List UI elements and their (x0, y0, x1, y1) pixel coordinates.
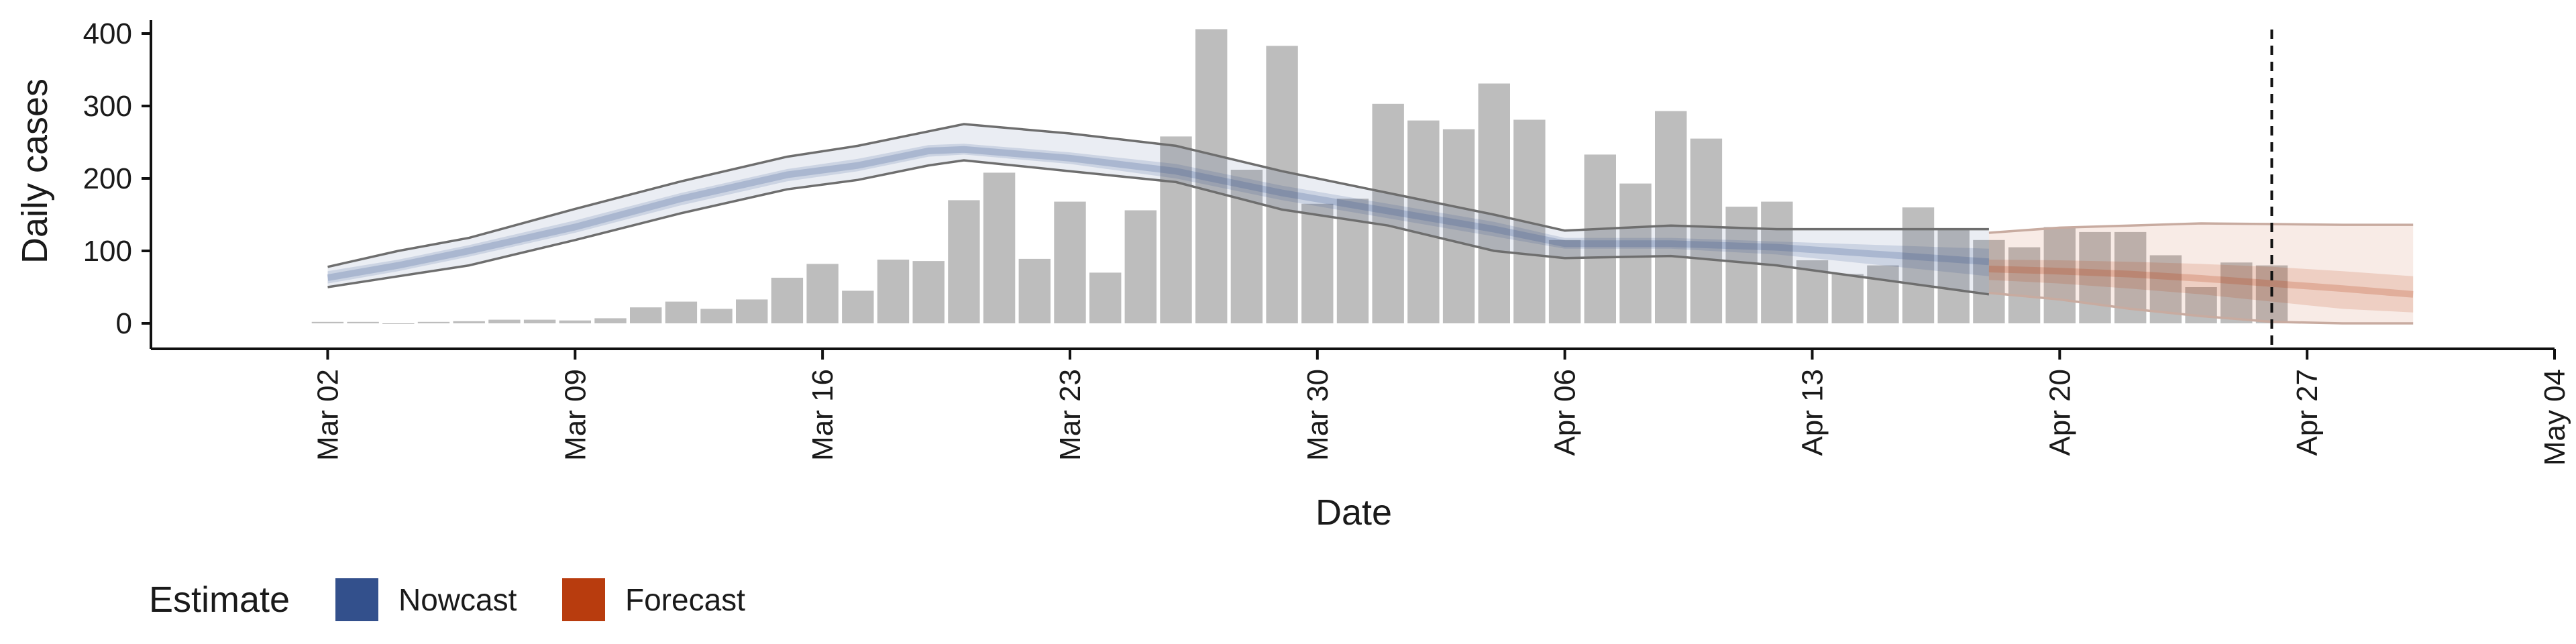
bar-2020-04-03 (1442, 129, 1475, 323)
bar-2020-03-29 (1266, 46, 1298, 324)
bar-2020-04-16 (1902, 207, 1935, 323)
x-tick-label-2020-03-16: Mar 16 (806, 369, 839, 461)
bar-2020-03-05 (417, 321, 450, 323)
legend-key-nowcast (335, 578, 378, 621)
x-tick-label-2020-04-27: Apr 27 (2291, 369, 2324, 456)
y-tick-label-100: 100 (83, 235, 132, 268)
bar-2020-03-18 (877, 260, 910, 323)
x-tick-label-2020-05-04: May 04 (2538, 369, 2571, 466)
bar-2020-04-19 (2008, 247, 2041, 323)
bar-2020-03-04 (382, 323, 415, 324)
legend: Estimate Nowcast Forecast (149, 578, 745, 621)
axes-layer: 0 100 200 300 400 Mar 02 Mar 09 Mar 16 Mar 23 Mar… (83, 17, 2571, 466)
bands-layer (327, 123, 2414, 325)
bar-2020-04-25 (2220, 262, 2253, 323)
bar-2020-03-23 (1054, 201, 1086, 323)
bar-2020-04-04 (1478, 83, 1510, 323)
y-axis-title: Daily cases (15, 78, 55, 264)
x-axis-title: Date (1316, 492, 1392, 533)
nowcast-upper-line (327, 123, 1989, 268)
bar-2020-04-12 (1761, 201, 1793, 323)
y-tick-label-200: 200 (83, 162, 132, 195)
bar-2020-03-19 (912, 261, 945, 323)
bar-2020-04-21 (2079, 231, 2111, 323)
y-tick-label-300: 300 (83, 90, 132, 123)
legend-label-forecast: Forecast (625, 582, 745, 617)
bar-2020-03-20 (948, 200, 980, 323)
forecast-median-line (1988, 266, 2414, 298)
bar-2020-03-10 (594, 318, 627, 323)
nowcast-median-line (327, 146, 1990, 281)
bar-2020-04-17 (1937, 229, 1970, 323)
bar-2020-04-08 (1619, 183, 1652, 323)
nowcast-inner-band (327, 144, 1989, 284)
forecast-lower-line (1988, 291, 2414, 325)
y-tick-label-0: 0 (116, 307, 132, 340)
bar-2020-04-20 (2043, 227, 2076, 323)
bar-2020-04-02 (1407, 120, 1440, 323)
bar-2020-04-01 (1372, 103, 1404, 324)
bar-2020-03-26 (1160, 136, 1192, 323)
forecast-upper-line (1988, 222, 2414, 234)
bar-2020-03-28 (1230, 170, 1263, 323)
legend-title: Estimate (149, 580, 290, 620)
bar-2020-03-03 (347, 321, 379, 323)
bar-2020-03-24 (1089, 272, 1122, 323)
forecast-inner-band (1988, 260, 2414, 313)
bar-2020-03-08 (523, 319, 556, 323)
bar-2020-04-09 (1655, 111, 1687, 323)
legend-label-nowcast: Nowcast (398, 582, 517, 617)
x-tick-label-2020-04-13: Apr 13 (1796, 369, 1829, 456)
bar-2020-03-06 (453, 321, 485, 323)
bar-2020-03-14 (736, 299, 768, 323)
bar-2020-03-12 (665, 301, 698, 323)
bar-2020-04-11 (1725, 207, 1758, 323)
x-tick-label-2020-04-06: Apr 06 (1549, 369, 1582, 456)
y-tick-label-400: 400 (83, 17, 132, 50)
bar-2020-04-15 (1867, 265, 1899, 323)
bar-2020-03-16 (806, 264, 839, 323)
bars-layer (311, 29, 2288, 324)
legend-key-forecast (562, 578, 605, 621)
bar-2020-04-07 (1584, 154, 1616, 323)
x-tick-label-2020-03-30: Mar 30 (1301, 369, 1334, 461)
x-tick-label-2020-03-23: Mar 23 (1054, 369, 1087, 461)
bar-2020-03-13 (700, 309, 733, 323)
bar-2020-04-10 (1690, 138, 1723, 323)
bar-2020-03-07 (488, 319, 521, 323)
bar-2020-03-21 (983, 172, 1016, 323)
forecast-outer-band (1988, 223, 2414, 323)
nowcast-lower-line (327, 159, 1990, 296)
bar-2020-03-02 (311, 321, 344, 323)
nowcast-outer-band (327, 124, 1989, 294)
bar-2020-03-15 (771, 278, 804, 323)
x-tick-label-2020-03-09: Mar 09 (559, 369, 592, 461)
bar-2020-04-14 (1831, 274, 1864, 323)
bar-2020-03-27 (1195, 29, 1228, 323)
bar-2020-03-22 (1018, 258, 1051, 323)
bar-2020-03-17 (842, 290, 874, 323)
bar-2020-03-09 (559, 320, 591, 323)
bar-2020-04-18 (1973, 239, 2005, 323)
x-tick-label-2020-03-02: Mar 02 (312, 369, 345, 461)
bar-2020-03-25 (1124, 210, 1157, 323)
bar-2020-03-30 (1301, 203, 1334, 323)
x-tick-label-2020-04-20: Apr 20 (2043, 369, 2076, 456)
bar-2020-03-11 (630, 307, 662, 323)
bar-2020-04-06 (1548, 239, 1581, 323)
